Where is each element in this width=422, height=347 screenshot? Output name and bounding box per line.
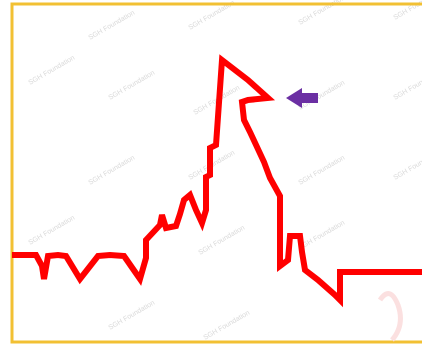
watermark-text: SGH Foundation [203,310,252,342]
watermark-text: SGH Foundation [393,70,422,102]
watermark-logo [377,291,403,342]
watermark-text: SGH Foundation [28,215,77,247]
watermark-text: SGH Foundation [28,55,77,87]
watermark-text: SGH Foundation [298,220,347,252]
watermark-text: SGH Foundation [298,155,347,187]
ecg-trace [12,54,422,308]
frame-border [10,2,422,344]
watermark-text: SGH Foundation [88,10,137,42]
left-arrow-icon [286,88,318,108]
watermark-text: SGH Foundation [88,155,137,187]
watermark-text: SGH Foundation [393,150,422,182]
watermark-text: SGH Foundation [108,300,157,332]
watermark-text: SGH Foundation [108,70,157,102]
watermark-layer: SGH Foundation SGH Foundation SGH Foundati… [28,0,422,342]
watermark-text: SGH Foundation [198,225,247,257]
